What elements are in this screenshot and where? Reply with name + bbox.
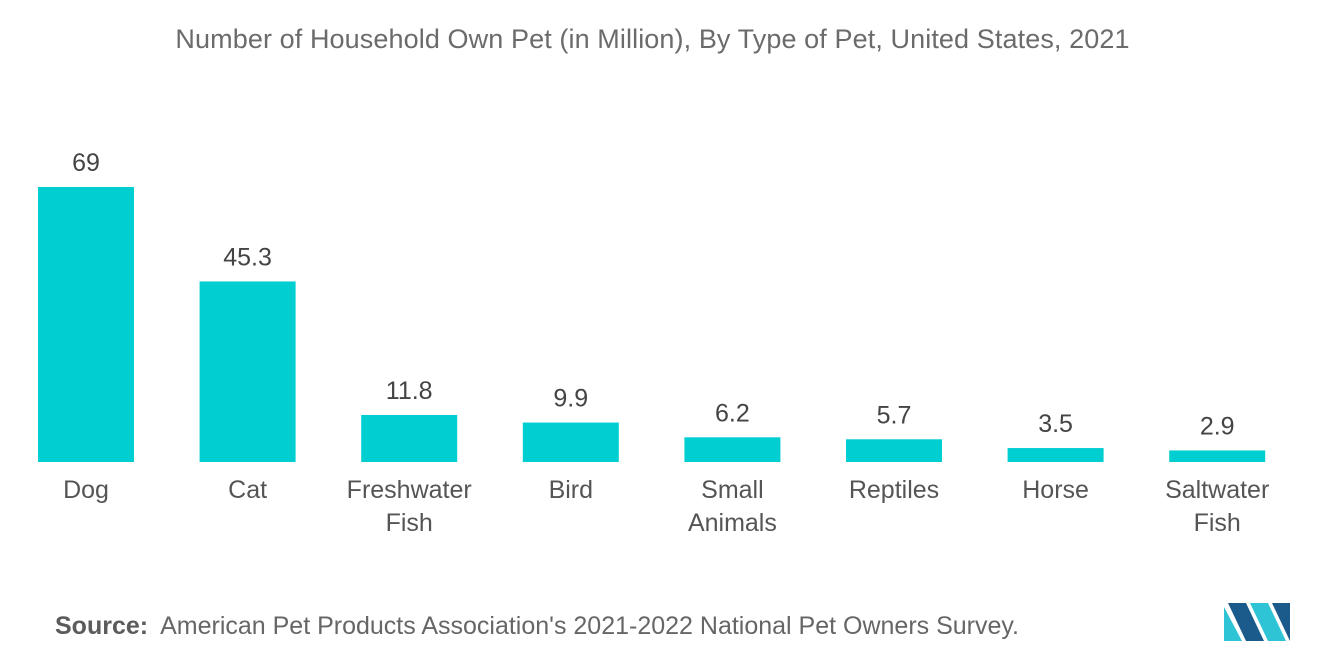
- bar-horse: [1007, 448, 1104, 462]
- bar-bird: [522, 422, 619, 462]
- value-label: 69: [72, 149, 100, 177]
- value-label: 9.9: [553, 385, 588, 413]
- bar-dog: [38, 187, 134, 462]
- category-label: Fish: [1194, 509, 1241, 537]
- value-label: 45.3: [223, 243, 272, 271]
- value-label: 6.2: [715, 399, 750, 427]
- value-label: 3.5: [1038, 410, 1073, 438]
- category-label: Reptiles: [849, 476, 939, 504]
- bar-freshwater-fish: [361, 414, 458, 462]
- source-footer: Source: American Pet Products Association…: [55, 612, 1019, 641]
- category-label: Freshwater: [347, 476, 472, 504]
- value-label: 5.7: [877, 401, 912, 429]
- category-label: Bird: [549, 476, 593, 504]
- value-label: 11.8: [386, 377, 433, 405]
- bar-reptiles: [846, 439, 942, 462]
- category-label: Cat: [228, 476, 267, 504]
- category-label: Horse: [1022, 476, 1089, 504]
- category-label: Dog: [63, 476, 109, 504]
- value-label: 2.9: [1200, 412, 1235, 440]
- category-label: Fish: [386, 509, 433, 537]
- category-label: Saltwater: [1165, 476, 1269, 504]
- chart-title: Number of Household Own Pet (in Million)…: [175, 24, 1130, 54]
- category-label: Small: [701, 476, 764, 504]
- bar-chart: 69 Dog 45.3 Cat 11.8 Freshwater Fish 9.9 Bird 6.2…: [38, 149, 1269, 537]
- category-label: Animals: [688, 509, 777, 537]
- source-text: American Pet Products Association's 2021…: [160, 612, 1020, 640]
- source-label: Source:: [55, 612, 149, 640]
- bar-small-animals: [684, 437, 781, 462]
- bar-cat: [199, 281, 296, 462]
- bar-saltwater-fish: [1169, 450, 1266, 462]
- mordor-intelligence-logo-icon: [1224, 603, 1290, 641]
